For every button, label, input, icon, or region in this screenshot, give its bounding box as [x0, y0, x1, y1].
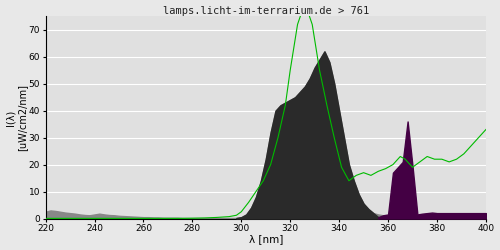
- Y-axis label: I(λ)
[uW/cm2/nm]: I(λ) [uW/cm2/nm]: [6, 84, 27, 151]
- X-axis label: λ [nm]: λ [nm]: [248, 234, 283, 244]
- Title: lamps.licht-im-terrarium.de > 761: lamps.licht-im-terrarium.de > 761: [162, 6, 369, 16]
